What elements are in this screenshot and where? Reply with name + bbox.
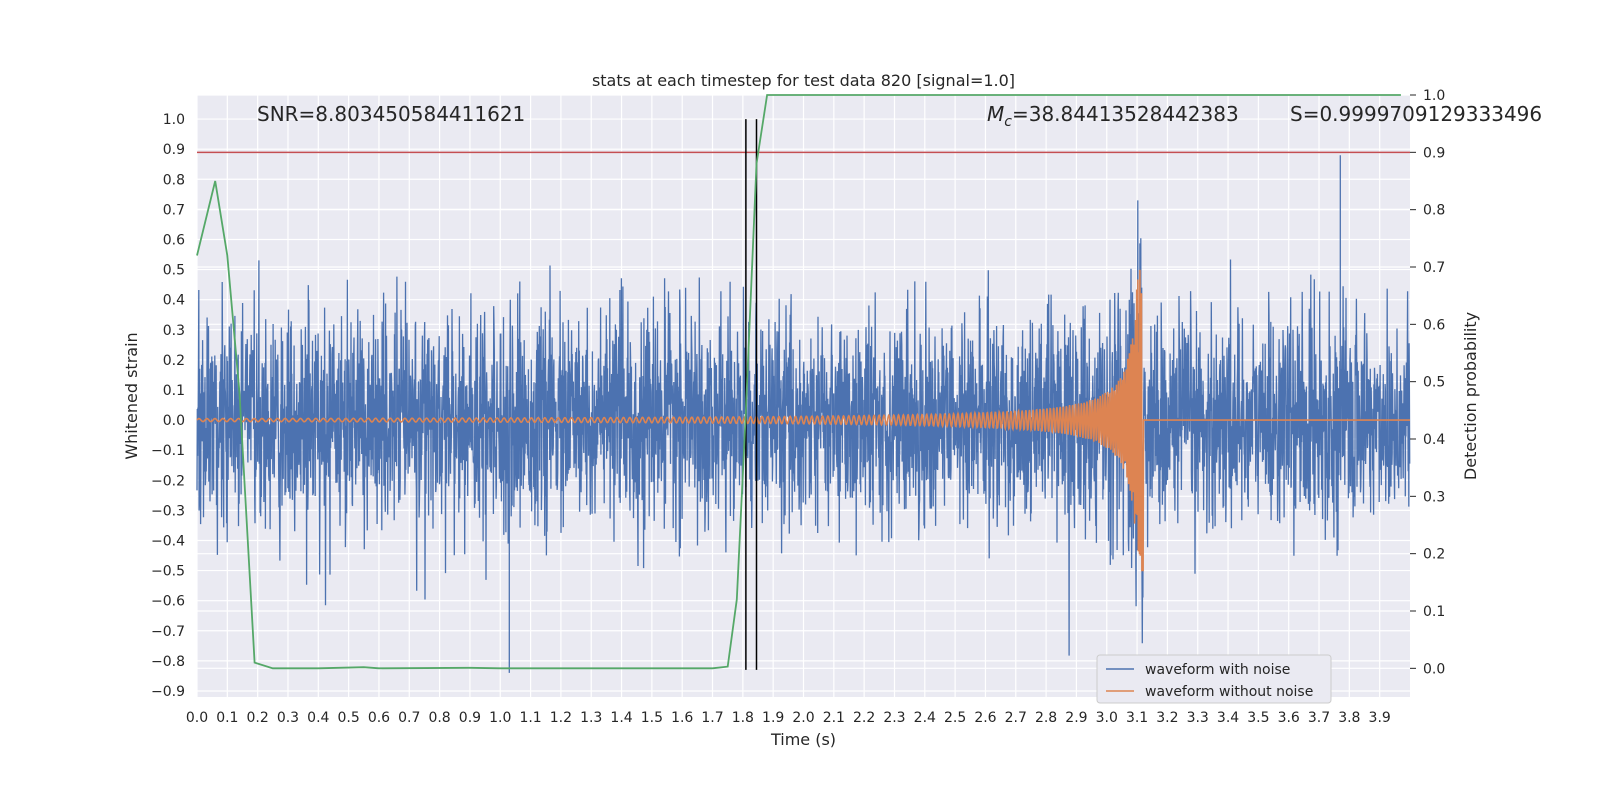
x-tick-label: 2.4 (914, 710, 936, 726)
x-tick-label: 1.7 (701, 710, 723, 726)
y2-tick-label: 0.1 (1423, 604, 1445, 620)
y-tick-label: 0.2 (163, 353, 185, 369)
y-tick-label: −0.8 (151, 654, 185, 670)
x-tick-label: 3.8 (1338, 710, 1360, 726)
x-tick-label: 2.8 (1035, 710, 1057, 726)
x-tick-label: 2.5 (944, 710, 966, 726)
x-axis-label: Time (s) (770, 730, 836, 749)
legend: waveform with noise waveform without noi… (1096, 654, 1332, 704)
detection-stat-annotation: S=0.9999709129333496 (1290, 102, 1542, 126)
x-tick-label: 2.2 (853, 710, 875, 726)
chart-title: stats at each timestep for test data 820… (592, 71, 1015, 90)
x-tick-label: 3.5 (1247, 710, 1269, 726)
y-tick-label: 0.1 (163, 383, 185, 399)
x-tick-label: 1.0 (489, 710, 511, 726)
y2-tick-label: 0.6 (1423, 317, 1445, 333)
x-tick-label: 1.3 (580, 710, 602, 726)
x-tick-label: 3.2 (1156, 710, 1178, 726)
mc-symbol: M (987, 102, 1004, 126)
x-tick-label: 2.3 (883, 710, 905, 726)
x-tick-label: 1.4 (610, 710, 632, 726)
x-tick-label: 0.4 (307, 710, 329, 726)
y-tick-label: 0.0 (163, 413, 185, 429)
legend-label-noise: waveform with noise (1145, 662, 1290, 678)
y2-tick-label: 1.0 (1423, 88, 1445, 104)
x-tick-label: 1.1 (519, 710, 541, 726)
mc-subscript: c (1004, 114, 1012, 130)
y-tick-label: 0.3 (163, 323, 185, 339)
x-tick-label: 0.3 (277, 710, 299, 726)
x-tick-label: 0.8 (428, 710, 450, 726)
y-tick-label: −0.4 (151, 533, 185, 549)
x-tick-label: 3.6 (1278, 710, 1300, 726)
x-tick-label: 2.6 (974, 710, 996, 726)
x-tick-label: 0.2 (247, 710, 269, 726)
y-tick-label: 0.6 (163, 232, 185, 248)
y2-tick-label: 0.3 (1423, 489, 1445, 505)
x-tick-label: 1.2 (550, 710, 572, 726)
y2-tick-label: 0.9 (1423, 145, 1445, 161)
y-tick-label: −0.6 (151, 594, 185, 610)
y2-tick-label: 0.7 (1423, 260, 1445, 276)
x-tick-label: 2.7 (1005, 710, 1027, 726)
x-tick-label: 0.9 (459, 710, 481, 726)
waveform-without-noise-line (196, 269, 1410, 572)
x-tick-label: 1.6 (671, 710, 693, 726)
x-tick-label: 0.5 (337, 710, 359, 726)
y-tick-label: −0.2 (151, 473, 185, 489)
y2-tick-label: 0.8 (1423, 203, 1445, 219)
detection-probability-line (196, 94, 1401, 670)
y-tick-label: 0.9 (163, 142, 185, 158)
x-tick-label: 2.0 (792, 710, 814, 726)
chirp-mass-annotation: Mc=38.84413528442383 (987, 102, 1239, 130)
x-tick-label: 1.5 (641, 710, 663, 726)
y-tick-label: 0.8 (163, 172, 185, 188)
y-axis-label: Whitened strain (122, 332, 141, 459)
x-tick-label: 1.9 (762, 710, 784, 726)
x-tick-label: 0.1 (216, 710, 238, 726)
x-tick-label: 3.3 (1187, 710, 1209, 726)
x-tick-label: 3.1 (1126, 710, 1148, 726)
x-tick-label: 0.0 (186, 710, 208, 726)
y-tick-label: 0.7 (163, 202, 185, 218)
y-tick-label: −0.5 (151, 564, 185, 580)
y2-tick-label: 0.0 (1423, 661, 1445, 677)
y2-tick-label: 0.5 (1423, 375, 1445, 391)
y-tick-label: 0.5 (163, 263, 185, 279)
x-tick-label: 3.4 (1217, 710, 1239, 726)
noise-series (196, 155, 1411, 673)
y-tick-label: 1.0 (163, 112, 185, 128)
y2-axis-label: Detection probability (1461, 312, 1480, 480)
x-tick-label: 2.1 (823, 710, 845, 726)
legend-box (1096, 654, 1332, 704)
waveform-with-noise-line (196, 155, 1411, 673)
x-tick-label: 0.7 (398, 710, 420, 726)
x-tick-label: 3.9 (1369, 710, 1391, 726)
mc-value: =38.84413528442383 (1012, 102, 1239, 126)
y-tick-label: −0.3 (151, 503, 185, 519)
x-tick-label: 0.6 (368, 710, 390, 726)
y-tick-label: −0.9 (151, 684, 185, 700)
x-tick-label: 2.9 (1065, 710, 1087, 726)
y2-tick-label: 0.2 (1423, 547, 1445, 563)
x-tick-label: 3.0 (1096, 710, 1118, 726)
legend-label-clean: waveform without noise (1145, 684, 1313, 700)
y-tick-label: −0.7 (151, 624, 185, 640)
axes: 0.0 0.1 0.2 0.3 0.4 0.5 0.6 0.7 0.8 0.9 1.0 1.1 1.2 1… (151, 88, 1445, 726)
x-tick-label: 1.8 (732, 710, 754, 726)
y2-tick-label: 0.4 (1423, 432, 1445, 448)
y-tick-label: −0.1 (151, 443, 185, 459)
x-tick-label: 3.7 (1308, 710, 1330, 726)
snr-annotation: SNR=8.803450584411621 (257, 102, 525, 126)
y-tick-label: 0.4 (163, 293, 185, 309)
